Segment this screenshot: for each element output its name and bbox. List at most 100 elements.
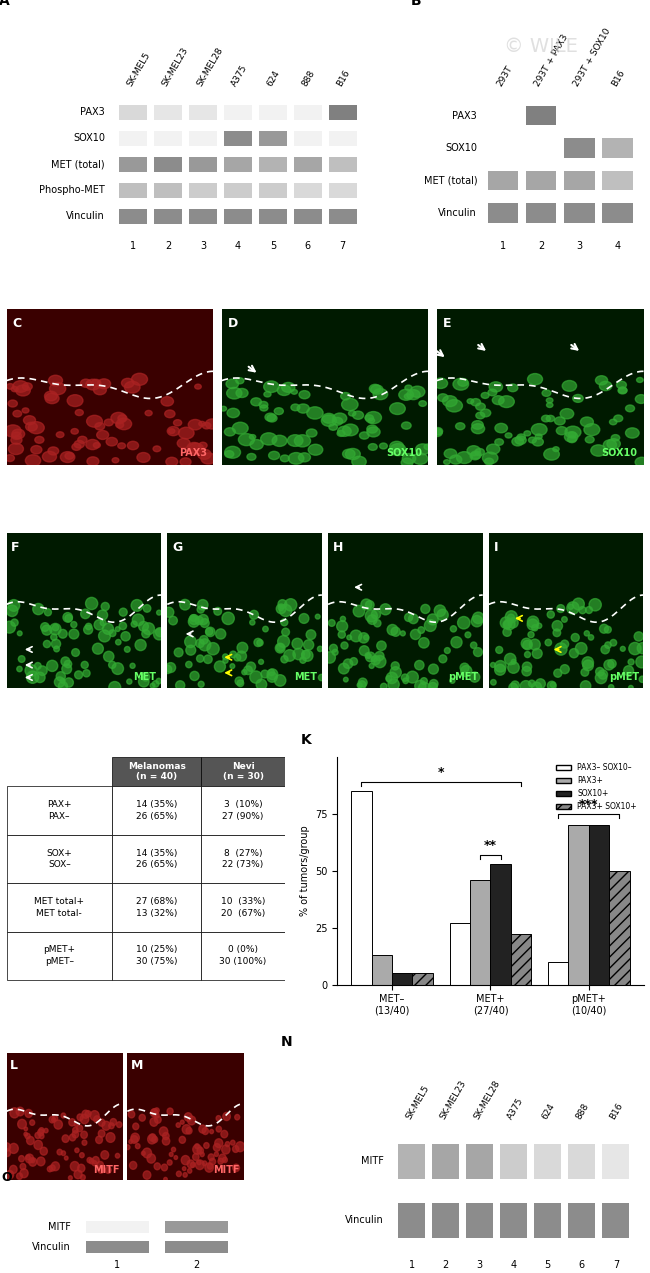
Circle shape [225, 447, 240, 458]
Circle shape [443, 396, 457, 406]
Circle shape [199, 1125, 206, 1133]
Circle shape [318, 675, 325, 681]
Circle shape [3, 621, 16, 633]
Circle shape [421, 605, 430, 614]
Text: B16: B16 [608, 1101, 625, 1122]
Circle shape [246, 662, 255, 671]
Circle shape [16, 384, 31, 396]
Circle shape [106, 438, 118, 446]
FancyBboxPatch shape [154, 104, 182, 120]
FancyBboxPatch shape [189, 157, 217, 172]
FancyBboxPatch shape [224, 209, 252, 224]
Circle shape [111, 412, 126, 424]
Circle shape [208, 1153, 214, 1161]
Circle shape [281, 382, 295, 392]
FancyBboxPatch shape [294, 182, 322, 199]
Circle shape [523, 640, 532, 649]
Circle shape [131, 1136, 138, 1143]
Circle shape [83, 670, 90, 677]
Circle shape [302, 651, 310, 658]
Circle shape [380, 684, 387, 690]
Circle shape [230, 663, 235, 668]
FancyBboxPatch shape [500, 1143, 527, 1179]
Circle shape [34, 672, 45, 682]
Text: 2: 2 [194, 1260, 200, 1270]
Circle shape [505, 611, 517, 622]
FancyBboxPatch shape [120, 157, 148, 172]
Circle shape [407, 390, 420, 400]
Text: PAX3: PAX3 [179, 448, 207, 458]
Circle shape [25, 454, 41, 466]
Circle shape [568, 605, 573, 610]
Circle shape [20, 1164, 26, 1170]
Circle shape [573, 598, 584, 610]
Circle shape [3, 1148, 10, 1157]
Circle shape [219, 1155, 226, 1162]
Circle shape [263, 626, 268, 631]
Circle shape [118, 443, 125, 448]
Circle shape [259, 659, 263, 665]
Circle shape [272, 435, 287, 447]
Circle shape [214, 1152, 218, 1156]
Circle shape [164, 410, 175, 418]
Circle shape [504, 619, 515, 630]
Circle shape [250, 439, 263, 449]
Circle shape [569, 648, 578, 658]
Circle shape [321, 415, 337, 426]
FancyBboxPatch shape [526, 106, 556, 126]
Circle shape [367, 426, 380, 437]
Circle shape [415, 680, 426, 691]
Circle shape [532, 648, 542, 658]
Circle shape [181, 1120, 184, 1124]
Circle shape [403, 679, 408, 684]
Circle shape [345, 448, 360, 460]
Circle shape [214, 1139, 223, 1147]
Text: MET (total): MET (total) [51, 159, 105, 169]
Text: © WILE: © WILE [504, 37, 578, 56]
Text: Vinculin: Vinculin [32, 1241, 70, 1251]
Circle shape [84, 625, 93, 634]
Circle shape [367, 615, 377, 624]
Circle shape [89, 1158, 94, 1164]
Text: SK-MEL23: SK-MEL23 [438, 1080, 467, 1122]
Text: Vinculin: Vinculin [66, 211, 105, 222]
Circle shape [495, 661, 506, 672]
Circle shape [471, 398, 480, 406]
Circle shape [610, 419, 617, 425]
Circle shape [634, 631, 644, 642]
Text: 14 (35%)
26 (65%): 14 (35%) 26 (65%) [136, 849, 177, 869]
Circle shape [13, 381, 28, 392]
Bar [112, 883, 202, 932]
Circle shape [595, 672, 607, 684]
Circle shape [390, 667, 401, 679]
Circle shape [199, 442, 207, 448]
Circle shape [210, 1129, 213, 1134]
Circle shape [491, 680, 496, 685]
Circle shape [439, 654, 447, 663]
Circle shape [368, 418, 374, 423]
Circle shape [401, 458, 413, 467]
Circle shape [554, 670, 562, 677]
Text: C: C [13, 317, 22, 330]
Circle shape [69, 1119, 75, 1127]
Circle shape [61, 1151, 66, 1156]
FancyBboxPatch shape [432, 1143, 460, 1179]
Circle shape [195, 616, 203, 625]
FancyBboxPatch shape [488, 171, 518, 191]
Text: F: F [11, 541, 20, 554]
Circle shape [161, 397, 174, 406]
Circle shape [595, 667, 604, 676]
Text: 7: 7 [340, 241, 346, 251]
FancyBboxPatch shape [120, 131, 148, 146]
Text: PAX3: PAX3 [452, 111, 477, 121]
Circle shape [188, 443, 203, 454]
Circle shape [110, 1119, 116, 1125]
Circle shape [268, 670, 274, 676]
Circle shape [53, 624, 58, 630]
Circle shape [190, 1162, 195, 1167]
FancyBboxPatch shape [564, 139, 595, 158]
Circle shape [38, 1129, 44, 1136]
Circle shape [244, 666, 252, 675]
Circle shape [47, 1166, 53, 1171]
Circle shape [45, 393, 59, 404]
